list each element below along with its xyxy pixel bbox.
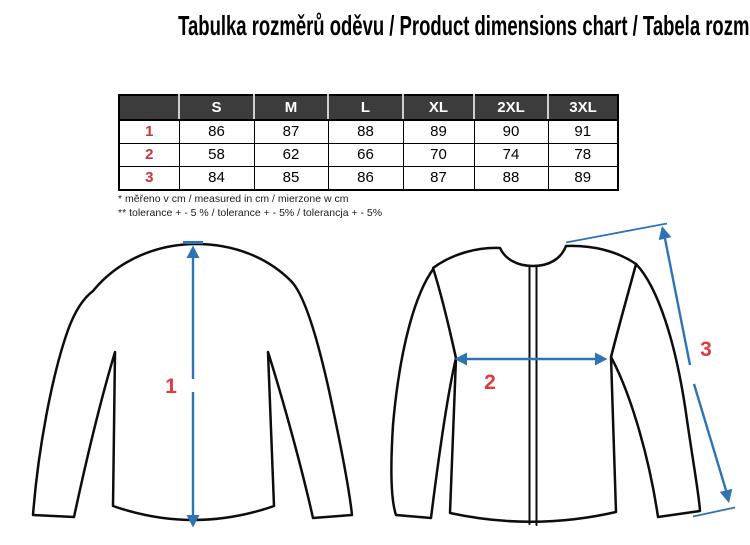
size-cell: 85 (253, 166, 329, 191)
size-cell: 58 (178, 143, 255, 167)
size-cell: 89 (402, 119, 475, 144)
garment-front-body (431, 244, 638, 523)
size-cell: 78 (547, 143, 619, 167)
col-header-l: L (327, 95, 403, 121)
col-header-m: M (253, 95, 328, 121)
dimension-arrow-2 (454, 352, 608, 366)
size-table-header-row: S M L XL 2XL 3XL (119, 95, 618, 121)
size-cell: 66 (327, 143, 404, 167)
col-header-2xl: 2XL (473, 95, 548, 121)
size-cell: 74 (473, 143, 549, 167)
size-cell: 86 (178, 119, 255, 144)
size-table-container: S M L XL 2XL 3XL 1 86 87 88 89 90 91 2 5… (118, 94, 619, 191)
dimension-label-2: 2 (484, 371, 496, 394)
page-title-text: Tabulka rozměrů oděvu / Product dimensio… (178, 10, 750, 41)
size-cell: 90 (473, 119, 549, 144)
dimension-arrow-3 (565, 222, 736, 518)
table-row-3: 3 84 85 86 87 88 89 (118, 166, 619, 191)
row-label-2: 2 (118, 143, 180, 167)
row-label-3: 3 (118, 166, 180, 191)
size-cell: 70 (402, 143, 475, 167)
col-header-s: S (178, 95, 254, 121)
dimension-label-1: 1 (165, 375, 177, 398)
zipper-line (528, 265, 538, 526)
size-cell: 91 (547, 119, 619, 144)
col-header-3xl: 3XL (547, 95, 618, 121)
size-cell: 88 (473, 166, 549, 191)
size-cell: 84 (178, 166, 255, 191)
dimension-arrow-1 (183, 241, 203, 528)
page-title: Tabulka rozměrů oděvu / Product dimensio… (0, 10, 750, 42)
footnote-units: * měřeno v cm / measured in cm / mierzon… (118, 193, 349, 205)
size-cell: 88 (327, 119, 404, 144)
dimension-label-3: 3 (700, 338, 712, 361)
size-cell: 62 (253, 143, 329, 167)
col-header-xl: XL (402, 95, 474, 121)
table-row-2: 2 58 62 66 70 74 78 (118, 143, 619, 167)
corner-cell (119, 95, 179, 121)
garment-back-outline (31, 242, 354, 522)
size-cell: 87 (402, 166, 475, 191)
footnote-tolerance: ** tolerance + - 5 % / tolerance + - 5% … (118, 207, 383, 219)
size-cell: 89 (547, 166, 619, 191)
size-table: S M L XL 2XL 3XL 1 86 87 88 89 90 91 2 5… (118, 94, 619, 191)
footnotes: * měřeno v cm / measured in cm / mierzon… (118, 192, 382, 220)
